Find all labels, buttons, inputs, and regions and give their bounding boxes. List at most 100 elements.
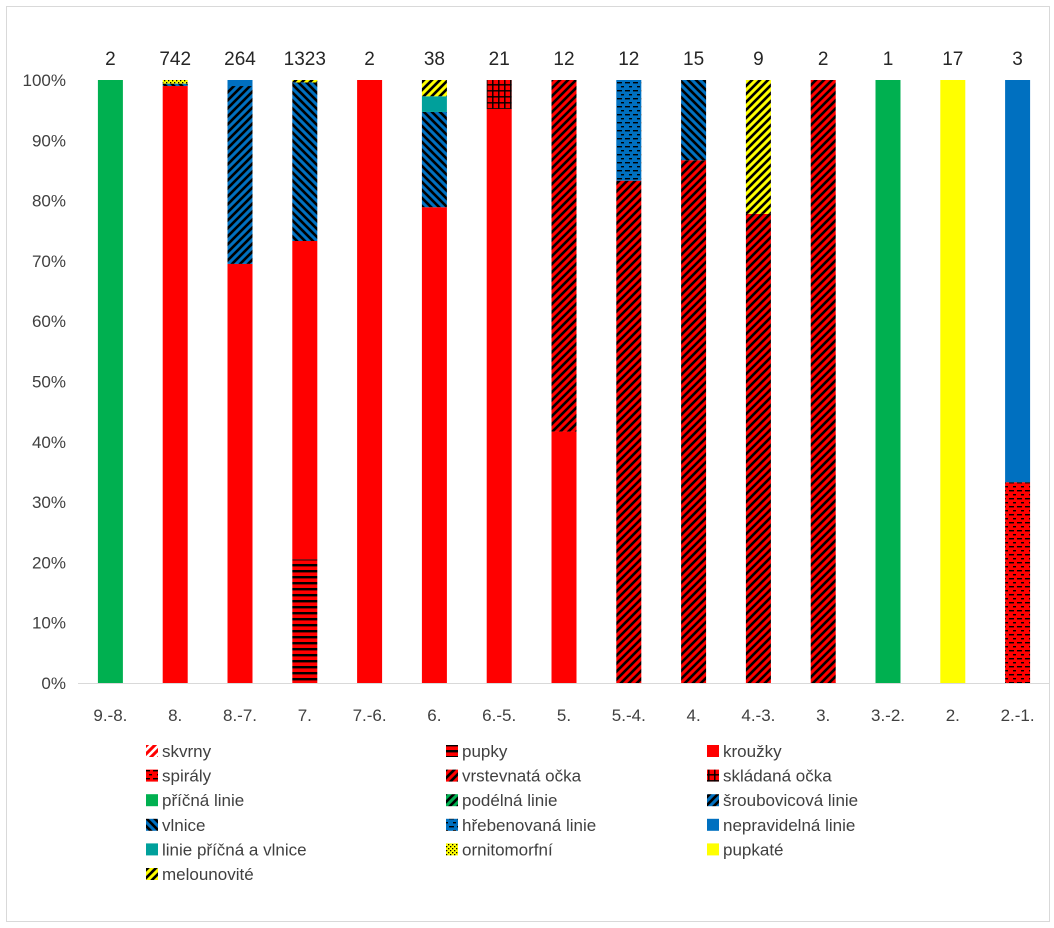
legend-swatch [707,769,719,782]
legend-item-vlnice: vlnice [146,816,205,835]
bar-stack-5 [551,80,577,683]
legend-swatch [146,868,158,880]
bar-segment-vrstevnata-ocka [810,80,836,683]
bar-total-label: 38 [424,49,445,70]
legend-label: nepravidelná linie [723,816,855,835]
bar-segment-vlnice [681,80,707,161]
legend: skvrny pupky kroužky spirály vrstevnatá očka… [146,742,858,884]
bar-total-label: 9 [753,49,764,70]
bar-total-label: 1 [883,49,894,70]
bar-segment-melounovite [745,80,771,214]
y-tick-label: 100% [23,71,66,90]
y-tick-label: 10% [32,614,66,633]
x-tick-label: 7. [298,706,312,725]
legend-swatch [146,794,158,807]
legend-swatch [707,818,719,831]
bar-total-label: 2 [364,49,375,70]
legend-label: vlnice [162,816,205,835]
bar-segment-nepravidelna-linie [1005,80,1031,483]
bar-stack-6-5 [486,80,512,684]
bar-total-label: 12 [553,49,574,70]
bar-total-label: 742 [159,49,191,70]
legend-item-skladana-ocka: skládaná očka [707,767,832,786]
legend-label: ornitomorfní [462,840,553,859]
x-tick-label: 6. [427,706,441,725]
y-tick-label: 0% [41,674,66,693]
legend-item-pupkate: pupkaté [707,840,784,859]
x-tick-label: 8. [168,706,182,725]
x-tick-label: 7.-6. [353,706,387,725]
bar-total-label: 2 [105,49,116,70]
legend-item-ornitomorfni: ornitomorfní [446,840,553,859]
bar-stack-8 [162,80,188,683]
bar-stack-9-8 [97,80,123,683]
bar-stack-7 [292,80,318,683]
legend-item-sroubovicova-linie: šroubovicová linie [707,791,858,810]
legend-label: vrstevnatá očka [462,767,582,786]
x-tick-label: 8.-7. [223,706,257,725]
x-tick-label: 4.-3. [741,706,775,725]
x-tick-label: 9.-8. [93,706,127,725]
bar-segment-krouzky [357,80,383,683]
bar-stack-4-3 [745,80,771,683]
bar-stack-5-4 [616,80,642,684]
x-tick-label: 2.-1. [1001,706,1035,725]
bar-total-label: 17 [942,49,963,70]
bar-segment-krouzky [551,431,577,683]
bar-segment-spiraly [1005,482,1031,683]
bar-stack-8-7 [227,80,253,683]
bar-segment-vlnice [162,83,188,87]
y-tick-label: 20% [32,553,66,572]
bar-segment-pricna-linie [875,80,901,683]
bar-total-label: 1323 [284,49,326,70]
legend-label: pupky [462,742,508,761]
legend-item-pupky: pupky [446,742,508,761]
x-tick-label: 3. [816,706,830,725]
bar-segment-pupky [292,559,318,683]
legend-item-podelna-linie: podélná linie [446,791,557,810]
y-tick-label: 30% [32,493,66,512]
bar-segment-sroubovicova-linie [227,86,253,264]
bar-stack-2-1 [1005,80,1031,683]
bar-stack-3-2 [875,80,901,683]
bar-stack-3 [810,80,836,683]
bar-segment-nepravidelna-linie [227,80,253,87]
bar-segment-krouzky [162,86,188,683]
legend-label: melounovité [162,865,254,884]
bar-total-label: 2 [818,49,829,70]
legend-label: hřebenovaná linie [462,816,596,835]
legend-item-pricna-linie: příčná linie [146,791,244,810]
legend-item-spiraly: spirály [146,767,212,786]
bar-total-label: 15 [683,49,704,70]
bar-segment-melounovite [421,80,447,97]
bar-stack-2 [940,80,966,683]
bar-total-label: 3 [1012,49,1023,70]
legend-swatch [446,818,458,831]
bar-segment-vlnice [292,82,318,242]
chart-frame [6,6,1050,922]
legend-swatch [146,818,158,831]
legend-swatch [146,769,158,782]
bar-segment-ornitomorfni [162,80,188,84]
bar-total-label: 264 [224,49,256,70]
bar-segment-krouzky [486,108,512,684]
legend-swatch [707,794,719,807]
y-tick-label: 50% [32,373,66,392]
bar-segment-vrstevnata-ocka [551,80,577,432]
y-tick-label: 40% [32,433,66,452]
legend-swatch [446,769,458,782]
x-tick-label: 2. [946,706,960,725]
bar-segment-pricna-linie [97,80,123,683]
bar-segment-vrstevnata-ocka [745,213,771,683]
bar-segment-krouzky [421,207,447,683]
bar-segment-pupkate [940,80,966,683]
bar-segment-melounovite [292,80,318,83]
legend-item-krouzky: kroužky [707,742,782,761]
x-tick-label: 3.-2. [871,706,905,725]
bar-segment-linie-pricna-a-vlnice [421,96,447,112]
bar-segment-vrstevnata-ocka [681,160,707,684]
bar-stack-4 [681,80,707,684]
y-tick-label: 80% [32,192,66,211]
bar-stacks [97,80,1031,684]
